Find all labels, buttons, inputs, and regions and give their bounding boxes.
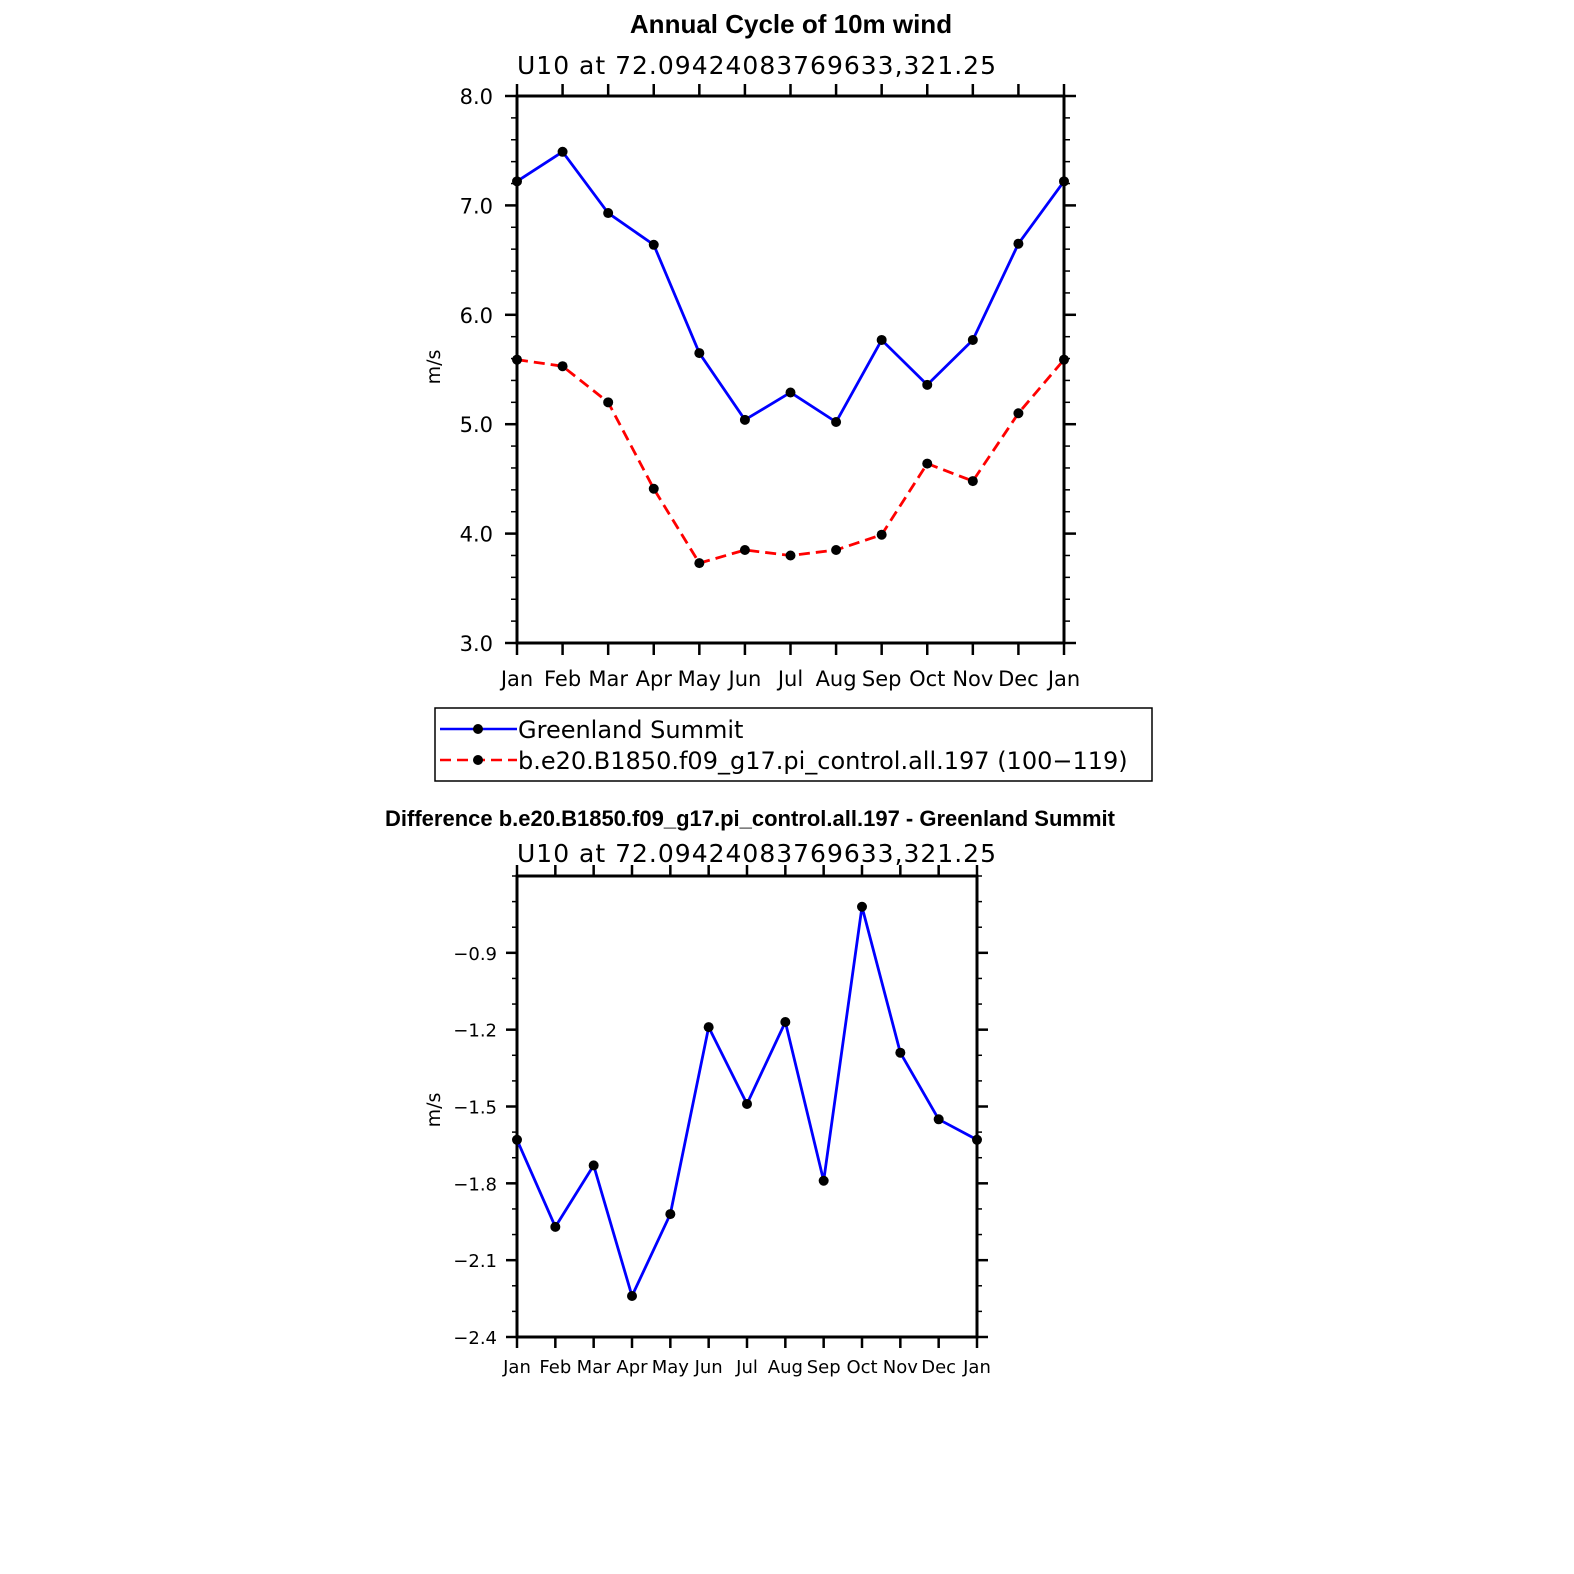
x-tick-label: Aug: [816, 667, 857, 691]
x-tick-label: Nov: [883, 1357, 918, 1378]
series-0-point: [876, 334, 887, 345]
chart2-title: Difference b.e20.B1850.f09_g17.pi_contro…: [385, 806, 1116, 831]
y-tick-label: −2.4: [453, 1328, 497, 1349]
series-0-point: [1013, 238, 1024, 249]
chart1-legend: Greenland Summit b.e20.B1850.f09_g17.pi_…: [434, 707, 1153, 782]
series-0-point: [780, 1016, 791, 1027]
series-1-point: [876, 529, 887, 540]
series-0-point: [665, 1209, 676, 1220]
series-0-point: [557, 146, 568, 157]
x-tick-label: May: [678, 667, 721, 691]
chart2-subtitle: U10 at 72.09424083769633,321.25: [517, 839, 997, 868]
legend-frame: [434, 707, 1153, 782]
series-line-0: [516, 150, 1066, 424]
legend-marker-dot: [473, 755, 483, 765]
series-1-point: [1059, 354, 1069, 365]
x-tick-label: Dec: [998, 667, 1039, 691]
x-tick-label: Jan: [502, 1357, 531, 1378]
series-1-point: [922, 458, 933, 469]
y-tick-label: 8.0: [460, 85, 493, 109]
x-tick-label: Sep: [807, 1357, 841, 1378]
y-tick-label: −1.5: [453, 1098, 497, 1119]
legend-entry-model: b.e20.B1850.f09_g17.pi_control.all.197 (…: [440, 747, 1128, 775]
x-tick-label: Jan: [499, 667, 533, 691]
series-0-point: [742, 1098, 752, 1109]
y-tick-label: 3.0: [460, 632, 493, 656]
series-0-point: [785, 387, 796, 398]
series-0-point: [703, 1022, 714, 1033]
series-0-point: [694, 348, 705, 359]
x-tick-label: Sep: [862, 667, 902, 691]
x-tick-label: Feb: [544, 667, 581, 691]
series-1-point: [694, 558, 705, 569]
series-1-point: [967, 476, 978, 487]
series-1-point: [1013, 408, 1024, 419]
annual-cycle-chart: Annual Cycle of 10m wind U10 at 72.09424…: [423, 9, 1080, 691]
x-tick-label: Dec: [921, 1357, 956, 1378]
y-tick-label: −1.8: [453, 1174, 497, 1195]
y-tick-label: 7.0: [460, 194, 493, 218]
series-0-point: [588, 1160, 599, 1171]
series-1-point: [557, 361, 568, 372]
series-0-point: [967, 334, 978, 345]
chart1-title: Annual Cycle of 10m wind: [630, 9, 952, 39]
legend-marker-dot: [473, 724, 483, 734]
x-tick-label: Oct: [846, 1357, 877, 1378]
series-0-point: [512, 176, 522, 187]
series-0-point: [603, 208, 614, 219]
chart1-y-axis-label: m/s: [423, 350, 445, 385]
y-tick-label: 4.0: [460, 523, 493, 547]
x-tick-label: May: [652, 1357, 690, 1378]
x-tick-label: Mar: [577, 1357, 612, 1378]
plot-frame: [515, 94, 1066, 645]
series-0-point: [933, 1114, 944, 1125]
series-0-point: [857, 901, 867, 912]
legend-label-model: b.e20.B1850.f09_g17.pi_control.all.197 (…: [518, 747, 1128, 775]
y-tick-label: 5.0: [460, 413, 493, 437]
series-0-point: [739, 414, 750, 425]
x-tick-label: Apr: [616, 1357, 648, 1378]
series-0-point: [831, 417, 842, 428]
x-tick-label: Feb: [539, 1357, 571, 1378]
y-tick-label: −2.1: [453, 1251, 497, 1272]
series-1-point: [785, 550, 796, 561]
x-tick-label: Jul: [776, 667, 803, 691]
series-0-point: [648, 239, 659, 250]
x-tick-label: Jan: [962, 1357, 991, 1378]
x-tick-label: Apr: [636, 667, 673, 691]
series-1-point: [831, 545, 842, 556]
chart1-subtitle: U10 at 72.09424083769633,321.25: [517, 51, 997, 80]
series-1-point: [739, 545, 750, 556]
x-tick-label: Jan: [1046, 667, 1080, 691]
series-0-point: [627, 1291, 637, 1302]
chart1-plot-area: Jan Feb Mar Apr May Jun Jul Aug Sep Oct Nov Dec Jan3…: [460, 84, 1080, 691]
difference-chart: Difference b.e20.B1850.f09_g17.pi_contro…: [385, 806, 1116, 1378]
series-0-point: [550, 1221, 561, 1232]
x-tick-label: Oct: [909, 667, 945, 691]
series-0-point: [922, 379, 933, 390]
legend-entry-greenland-summit: Greenland Summit: [440, 716, 743, 744]
x-tick-label: Jun: [727, 667, 762, 691]
series-1-point: [512, 354, 522, 365]
series-1-point: [648, 483, 659, 494]
series-0-point: [818, 1175, 829, 1186]
series-0-point: [972, 1134, 982, 1145]
y-tick-label: −1.2: [453, 1021, 497, 1042]
series-0-point: [895, 1047, 906, 1058]
x-tick-label: Aug: [768, 1357, 803, 1378]
x-tick-label: Jul: [735, 1357, 758, 1378]
x-tick-label: Jun: [694, 1357, 723, 1378]
x-tick-label: Nov: [952, 667, 993, 691]
y-tick-label: −0.9: [453, 944, 497, 965]
series-1-point: [603, 397, 614, 408]
series-0-point: [1059, 176, 1069, 187]
series-0-point: [512, 1134, 522, 1145]
x-tick-label: Mar: [588, 667, 628, 691]
chart2-y-axis-label: m/s: [423, 1093, 445, 1128]
y-tick-label: 6.0: [460, 304, 493, 328]
legend-label-greenland-summit: Greenland Summit: [518, 716, 743, 744]
chart2-plot-area: Jan Feb Mar Apr May Jun Jul Aug Sep Oct Nov Dec Jan−…: [453, 865, 991, 1378]
